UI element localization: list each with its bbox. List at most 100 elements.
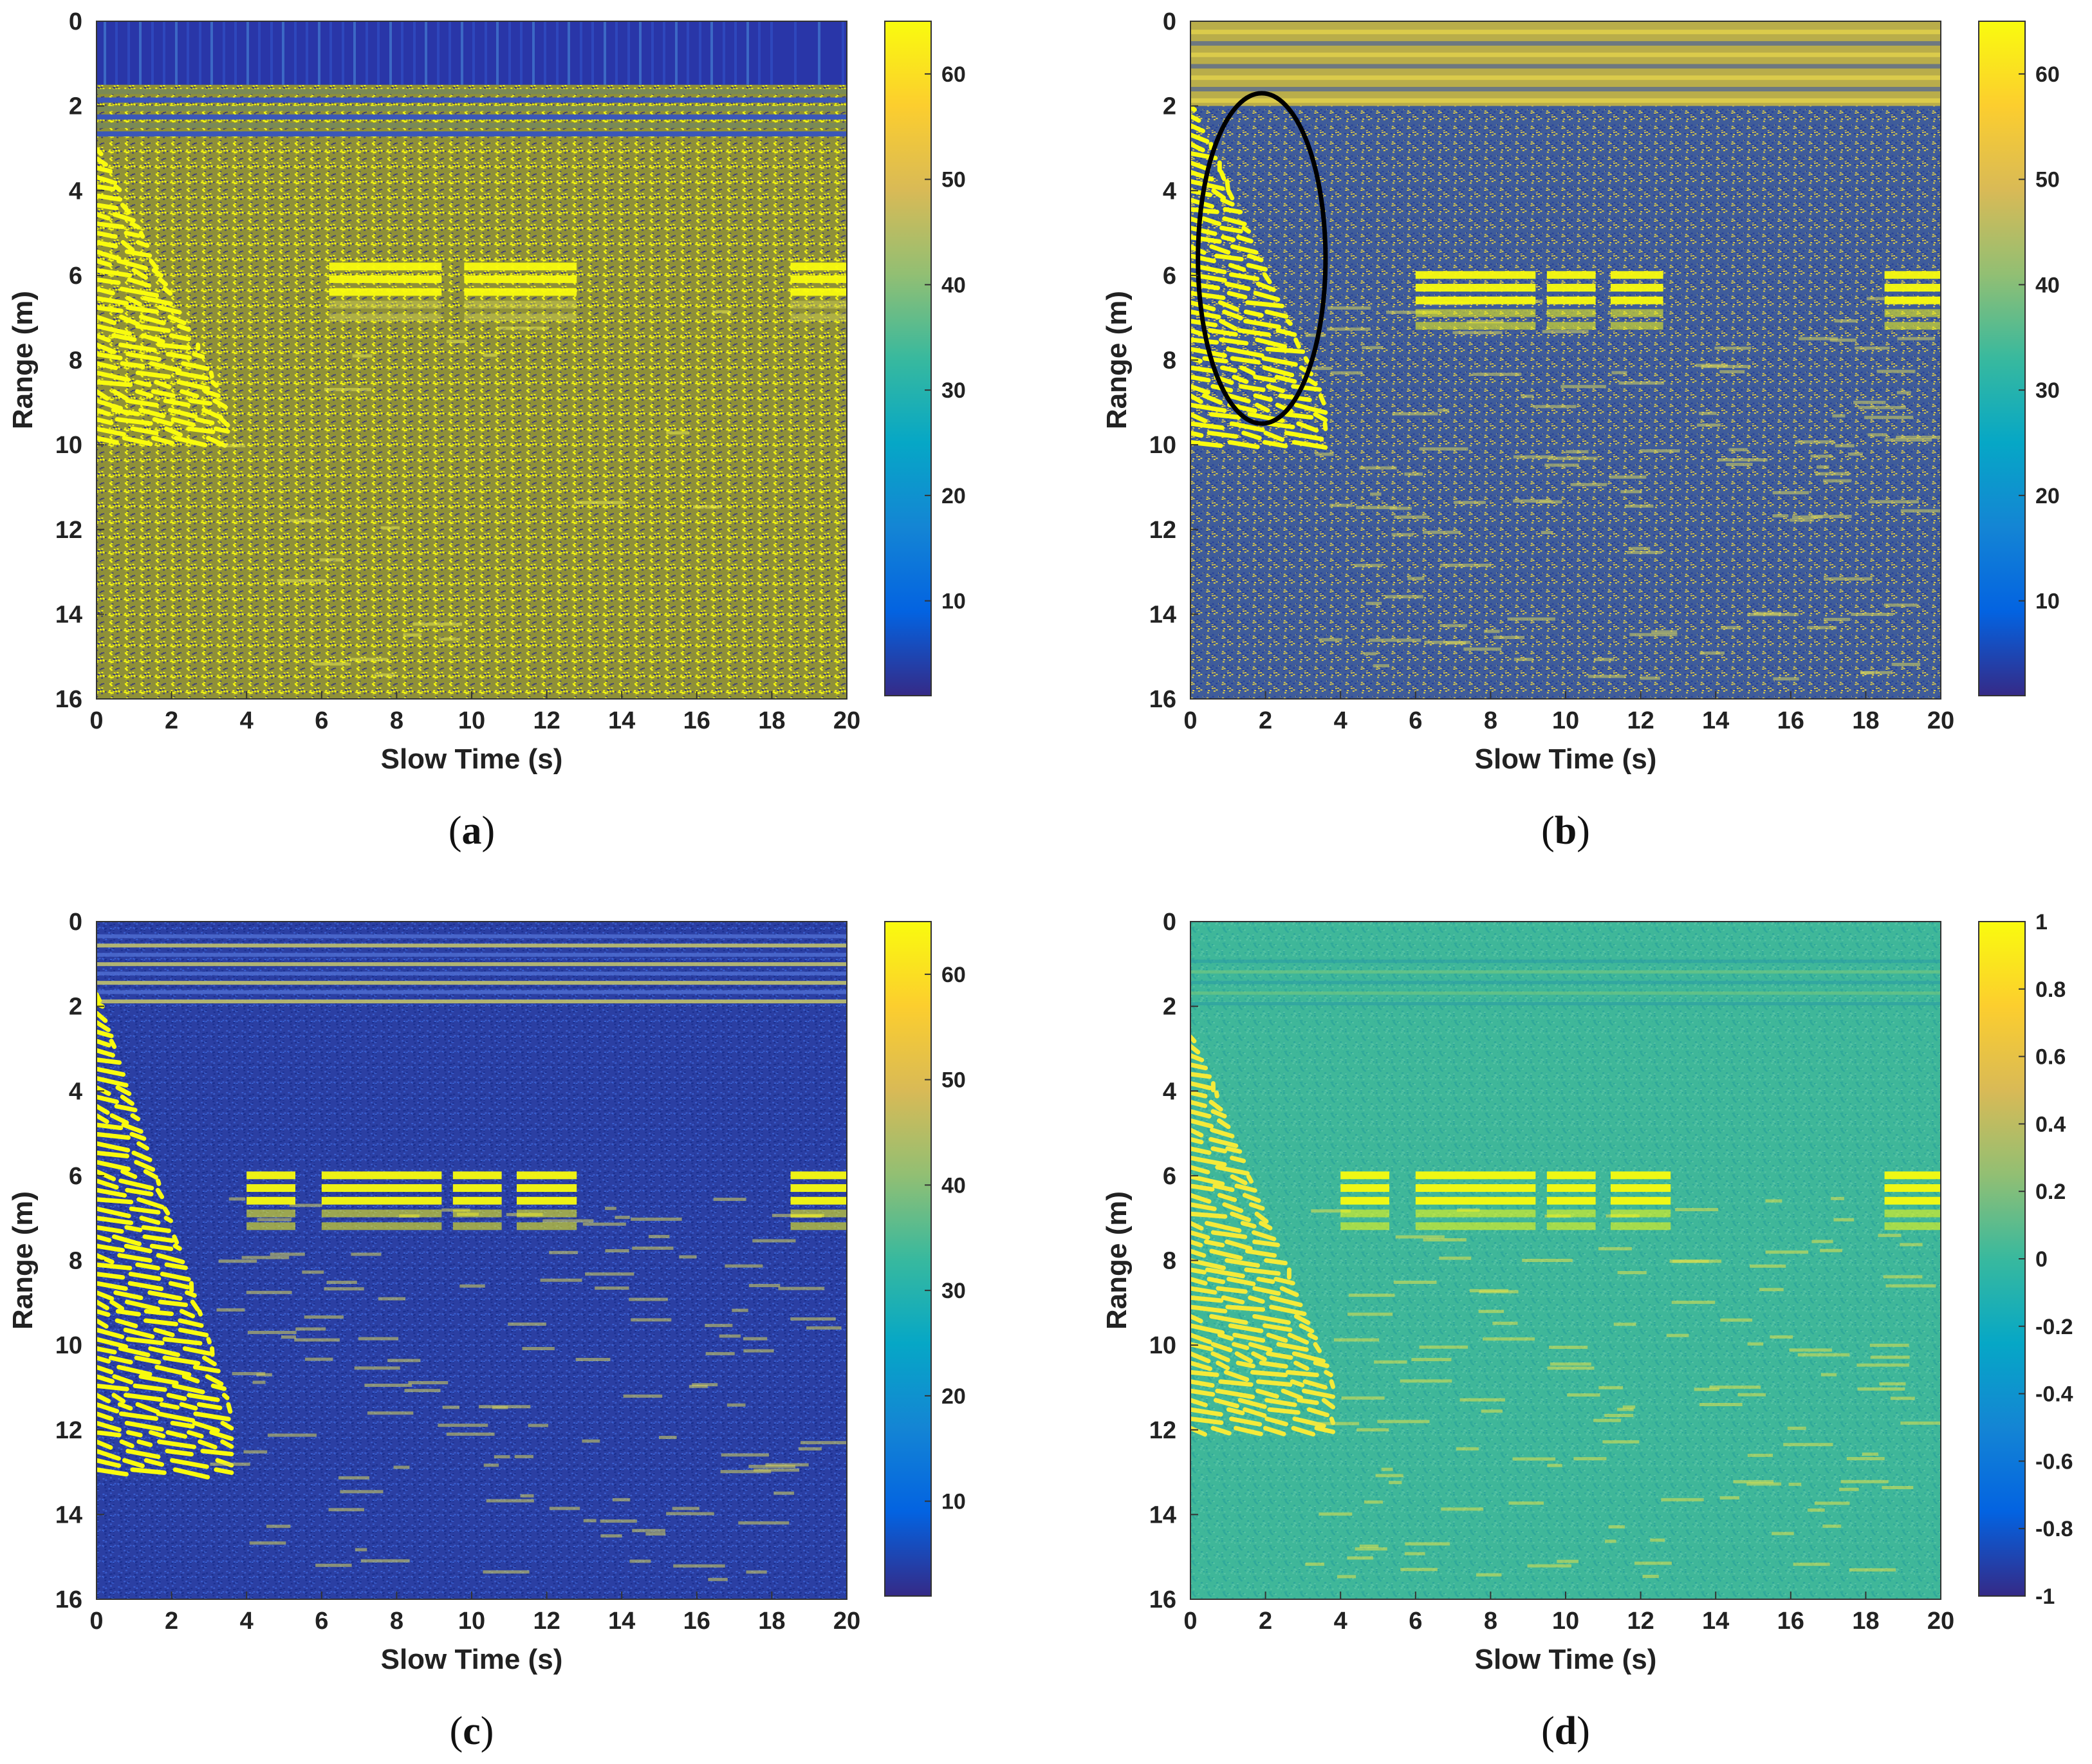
slant-trace bbox=[1190, 142, 1205, 153]
slant-trace bbox=[1217, 1193, 1237, 1202]
clutter-stripe bbox=[1849, 1568, 1896, 1572]
clutter-stripe bbox=[1765, 1199, 1782, 1203]
slant-trace bbox=[1190, 440, 1223, 449]
clutter-stripe bbox=[1831, 1196, 1844, 1200]
clutter-stripe bbox=[1773, 677, 1799, 681]
slant-trace bbox=[221, 1393, 230, 1400]
slant-trace bbox=[1232, 1332, 1266, 1343]
clutter-stripe bbox=[574, 501, 626, 505]
clutter-stripe bbox=[1330, 371, 1363, 375]
clutter-stripe bbox=[1858, 405, 1906, 409]
colorbar bbox=[1978, 921, 2026, 1597]
slant-trace bbox=[1221, 235, 1236, 243]
slant-trace bbox=[202, 1355, 217, 1366]
slant-trace bbox=[165, 1449, 194, 1457]
slant-trace bbox=[1243, 309, 1264, 318]
slant-trace bbox=[187, 1393, 220, 1402]
clutter-stripe bbox=[1347, 1556, 1373, 1560]
slant-trace bbox=[1274, 375, 1297, 384]
clutter-stripe bbox=[1856, 1363, 1909, 1367]
top-band-stripe bbox=[758, 21, 761, 85]
clutter-stripe bbox=[1381, 1467, 1393, 1471]
slant-trace bbox=[1212, 1184, 1235, 1193]
target-return bbox=[321, 1184, 442, 1193]
target-return bbox=[1546, 1171, 1596, 1180]
slant-trace bbox=[97, 1066, 126, 1077]
top-band-stripe bbox=[1190, 41, 1941, 46]
top-band-stripe bbox=[699, 21, 701, 85]
slant-trace bbox=[1190, 375, 1211, 383]
slant-trace bbox=[1211, 188, 1227, 201]
slant-trace bbox=[1190, 1258, 1227, 1270]
clutter-stripe bbox=[1359, 466, 1397, 470]
panel-c: 0 2 4 6 8 10 12 14 16 18 20 0 2 4 6 8 10 12 14 16 Slow Time … bbox=[7, 909, 966, 1753]
slant-trace bbox=[1202, 356, 1228, 364]
top-band-stripe bbox=[127, 21, 130, 85]
slant-trace bbox=[97, 1402, 120, 1414]
top-band-stripe bbox=[199, 21, 201, 85]
target-return bbox=[1884, 1196, 1941, 1205]
colorbar-tick-label: 50 bbox=[2035, 168, 2060, 192]
target-return bbox=[790, 288, 847, 296]
clutter-stripe bbox=[378, 1297, 406, 1301]
top-band-stripe bbox=[151, 21, 154, 85]
slant-trace bbox=[1190, 132, 1210, 144]
clutter-stripe bbox=[1602, 1440, 1640, 1444]
slant-trace bbox=[97, 1383, 129, 1391]
clutter-stripe bbox=[582, 1222, 626, 1226]
x-tick-label: 10 bbox=[1552, 707, 1579, 734]
slant-trace bbox=[1264, 1398, 1297, 1407]
top-band-stripe bbox=[508, 21, 511, 85]
clutter-stripe bbox=[1453, 501, 1486, 505]
y-tick-label: 8 bbox=[1163, 348, 1176, 375]
slant-trace bbox=[97, 203, 118, 210]
clutter-stripe bbox=[304, 1357, 333, 1361]
clutter-stripe bbox=[712, 310, 732, 314]
slant-trace bbox=[97, 1225, 124, 1234]
clutter-stripe bbox=[252, 1380, 266, 1384]
target-return bbox=[1415, 1196, 1536, 1205]
top-band-stripe bbox=[97, 952, 847, 957]
clutter-stripe bbox=[446, 1432, 495, 1436]
clutter-stripe bbox=[798, 1447, 822, 1451]
slant-trace bbox=[194, 417, 215, 425]
clutter-stripe bbox=[1437, 409, 1449, 413]
clutter-stripe bbox=[1484, 629, 1500, 633]
clutter-stripe bbox=[1522, 1258, 1573, 1262]
slant-trace bbox=[1303, 356, 1310, 364]
slant-trace bbox=[125, 1337, 165, 1346]
x-tick-label: 0 bbox=[89, 707, 103, 734]
clutter-stripe bbox=[1792, 515, 1823, 519]
slant-trace bbox=[193, 1411, 231, 1422]
clutter-stripe bbox=[1642, 1574, 1659, 1578]
x-tick-label: 14 bbox=[1702, 707, 1729, 734]
y-tick-label: 0 bbox=[69, 909, 82, 936]
target-return bbox=[1415, 1209, 1536, 1218]
panel-label-open: ( bbox=[450, 1709, 463, 1753]
slant-trace bbox=[1286, 319, 1293, 326]
clutter-stripe bbox=[549, 1250, 578, 1254]
target-return bbox=[1610, 271, 1663, 279]
slant-trace bbox=[1190, 1099, 1208, 1108]
clutter-stripe bbox=[1699, 651, 1725, 655]
clutter-stripe bbox=[1797, 1353, 1850, 1357]
slant-trace bbox=[1253, 291, 1281, 302]
clutter-stripe bbox=[483, 1570, 530, 1574]
target-return bbox=[1546, 1209, 1596, 1218]
slant-trace bbox=[1291, 1351, 1326, 1364]
top-band-stripe bbox=[1190, 991, 1941, 995]
y-tick-label: 14 bbox=[55, 601, 82, 628]
colorbar-tick-label: 0.6 bbox=[2035, 1045, 2066, 1070]
clutter-stripe bbox=[1319, 1512, 1353, 1516]
clutter-stripe bbox=[1481, 1409, 1503, 1413]
clutter-stripe bbox=[1404, 1552, 1425, 1555]
slant-trace bbox=[165, 351, 192, 360]
colorbar-tick-label: 0 bbox=[2035, 1247, 2048, 1272]
colorbar-tick-label: 0.2 bbox=[2035, 1180, 2066, 1204]
slant-trace bbox=[1190, 1267, 1207, 1275]
slant-trace bbox=[1254, 1211, 1269, 1224]
clutter-stripe bbox=[1560, 385, 1606, 389]
x-tick-label: 8 bbox=[390, 707, 403, 734]
slant-trace bbox=[112, 1374, 134, 1385]
slant-trace bbox=[1230, 356, 1261, 365]
